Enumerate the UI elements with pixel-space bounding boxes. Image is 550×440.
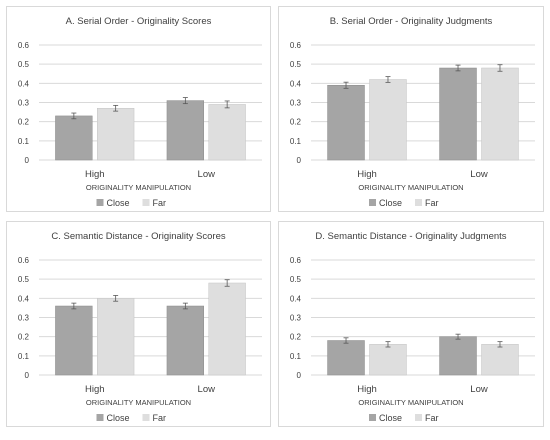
y-tick-label: 0.2	[290, 333, 302, 342]
y-tick-label: 0.4	[18, 294, 30, 303]
y-tick-label: 0.5	[18, 275, 30, 284]
y-tick-label: 0	[25, 156, 30, 165]
legend-label-close: Close	[107, 198, 130, 208]
chart-title: A. Serial Order - Originality Scores	[66, 16, 212, 27]
x-tick-label: High	[357, 384, 377, 395]
y-tick-label: 0.3	[18, 314, 30, 323]
bar-far-high	[97, 108, 135, 161]
chart-svg-d: D. Semantic Distance - Originality Judgm…	[290, 231, 535, 423]
y-tick-label: 0.5	[290, 275, 302, 284]
x-axis-title: ORIGINALITY MANIPULATION	[358, 398, 463, 407]
legend-label-close: Close	[379, 198, 402, 208]
chart-panel-d: D. Semantic Distance - Originality Judgm…	[278, 221, 544, 427]
x-tick-label: High	[85, 169, 105, 180]
y-tick-label: 0.2	[290, 118, 302, 127]
y-tick-label: 0.6	[290, 256, 302, 265]
y-tick-label: 0.5	[18, 60, 30, 69]
legend-swatch-close	[369, 199, 376, 206]
x-tick-label: High	[85, 384, 105, 395]
legend-swatch-far	[415, 199, 422, 206]
bar-close-high	[327, 85, 365, 161]
bar-far-high	[369, 79, 407, 161]
y-tick-label: 0.5	[290, 60, 302, 69]
y-tick-label: 0.4	[290, 79, 302, 88]
x-tick-label: Low	[470, 384, 488, 395]
y-tick-label: 0.4	[18, 79, 30, 88]
bar-close-low	[439, 67, 477, 161]
x-tick-label: High	[357, 169, 377, 180]
y-tick-label: 0.2	[18, 118, 30, 127]
y-tick-label: 0.6	[18, 41, 30, 50]
y-tick-label: 0.3	[18, 99, 30, 108]
legend-swatch-close	[369, 414, 376, 421]
bar-far-low	[208, 282, 246, 376]
y-tick-label: 0.1	[18, 137, 30, 146]
legend-label-far: Far	[153, 413, 167, 423]
legend-swatch-far	[142, 199, 150, 206]
chart-panel-a: A. Serial Order - Originality Scores 0 0.1…	[6, 6, 271, 212]
chart-svg-a: A. Serial Order - Originality Scores 0 0.1…	[18, 16, 262, 208]
chart-title: B. Serial Order - Originality Judgments	[330, 16, 493, 27]
x-tick-label: Low	[198, 169, 216, 180]
chart-svg-b: B. Serial Order - Originality Judgments 0…	[290, 16, 535, 208]
x-axis-title: ORIGINALITY MANIPULATION	[86, 183, 191, 192]
bar-far-high	[369, 344, 407, 376]
bar-close-low	[439, 336, 477, 376]
x-axis-title: ORIGINALITY MANIPULATION	[86, 398, 191, 407]
x-axis-title: ORIGINALITY MANIPULATION	[358, 183, 463, 192]
chart-title: D. Semantic Distance - Originality Judgm…	[315, 231, 506, 242]
legend-label-far: Far	[153, 198, 167, 208]
x-tick-label: Low	[470, 169, 488, 180]
bar-close-high	[327, 340, 365, 376]
y-tick-label: 0.6	[290, 41, 302, 50]
bar-close-high	[55, 115, 93, 161]
y-tick-label: 0.1	[290, 352, 302, 361]
y-tick-label: 0.6	[18, 256, 30, 265]
bar-close-high	[55, 305, 93, 376]
y-tick-label: 0	[25, 371, 30, 380]
bar-close-low	[166, 100, 204, 161]
chart-title: C. Semantic Distance - Originality Score…	[51, 231, 225, 242]
y-tick-label: 0	[297, 156, 302, 165]
y-tick-label: 0	[297, 371, 302, 380]
legend-label-close: Close	[379, 413, 402, 423]
y-tick-label: 0.1	[290, 137, 302, 146]
chart-panel-b: B. Serial Order - Originality Judgments 0…	[278, 6, 544, 212]
bar-close-low	[166, 305, 204, 376]
legend-swatch-close	[96, 199, 104, 206]
legend-swatch-close	[96, 414, 104, 421]
bar-far-low	[481, 67, 519, 161]
x-tick-label: Low	[198, 384, 216, 395]
y-tick-label: 0.1	[18, 352, 30, 361]
legend-swatch-far	[415, 414, 422, 421]
legend-label-close: Close	[107, 413, 130, 423]
chart-panel-c: C. Semantic Distance - Originality Score…	[6, 221, 271, 427]
legend-label-far: Far	[425, 198, 439, 208]
bar-far-low	[208, 104, 246, 161]
y-tick-label: 0.3	[290, 99, 302, 108]
bar-far-high	[97, 298, 135, 376]
y-tick-label: 0.2	[18, 333, 30, 342]
chart-svg-c: C. Semantic Distance - Originality Score…	[18, 231, 262, 423]
legend-label-far: Far	[425, 413, 439, 423]
legend-swatch-far	[142, 414, 150, 421]
y-tick-label: 0.3	[290, 314, 302, 323]
bar-far-low	[481, 344, 519, 376]
y-tick-label: 0.4	[290, 294, 302, 303]
